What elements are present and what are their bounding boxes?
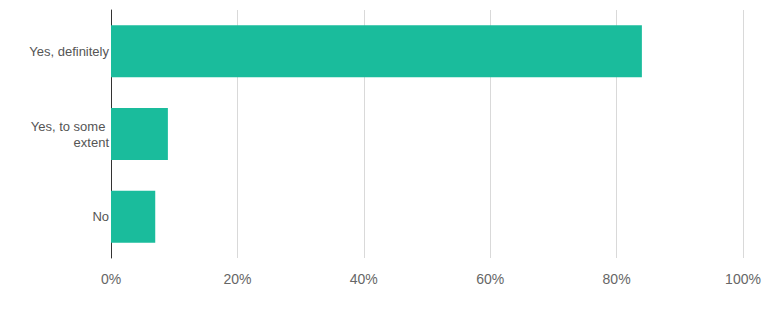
- svg-text:extent: extent: [74, 135, 110, 150]
- svg-text:No: No: [92, 209, 109, 224]
- svg-text:80%: 80%: [603, 271, 631, 287]
- svg-text:20%: 20%: [223, 271, 251, 287]
- svg-text:60%: 60%: [476, 271, 504, 287]
- svg-text:40%: 40%: [350, 271, 378, 287]
- svg-text:100%: 100%: [725, 271, 761, 287]
- svg-text:Yes, to some: Yes, to some: [31, 119, 109, 134]
- svg-text:0%: 0%: [101, 271, 121, 287]
- svg-text:Yes, definitely: Yes, definitely: [29, 44, 109, 59]
